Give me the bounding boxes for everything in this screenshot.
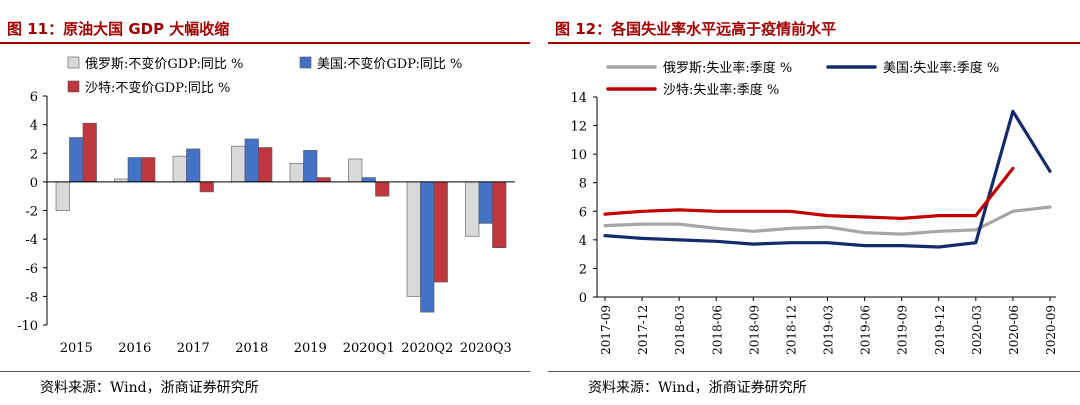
x-tick-label: 2019-06 xyxy=(859,305,873,355)
panel-unemployment-chart: 图 12：各国失业率水平远高于疫情前水平 14 12 10 8 6 4 2 0 2017-09 2… xyxy=(548,0,1080,405)
source-rule xyxy=(548,371,1080,372)
y-tick-label: 2 xyxy=(579,262,587,277)
legend-label: 美国:不变价GDP:同比 % xyxy=(317,56,462,72)
y-tick-label: 4 xyxy=(30,119,38,134)
y-tick-label: -10 xyxy=(17,319,38,334)
series-line-2 xyxy=(603,109,1052,249)
x-tick-label: 2017-12 xyxy=(636,305,650,355)
bar-1 xyxy=(348,158,363,183)
x-tick-label: 2017 xyxy=(177,341,210,356)
bar-2 xyxy=(303,150,318,183)
x-tick-label: 2020Q3 xyxy=(460,341,512,356)
bar-1 xyxy=(231,145,246,183)
x-tick-label: 2018-12 xyxy=(784,305,798,355)
y-tick-label: 10 xyxy=(570,148,587,163)
bar-3 xyxy=(199,181,214,193)
bar-3 xyxy=(492,181,507,249)
legend-swatch xyxy=(67,80,80,93)
x-tick-label: 2017-09 xyxy=(599,305,613,355)
x-tick-label: 2016 xyxy=(118,341,151,356)
y-tick-label: 2 xyxy=(30,147,38,162)
chart-title-unemployment: 图 12：各国失业率水平远高于疫情前水平 xyxy=(555,20,837,38)
bar-2 xyxy=(244,138,259,183)
y-tick-label: -4 xyxy=(25,233,38,248)
bar-1 xyxy=(172,155,187,183)
y-tick-label: -2 xyxy=(25,205,38,220)
x-tick-label: 2020-03 xyxy=(970,305,984,355)
y-tick-label: -6 xyxy=(25,262,38,277)
bar-2 xyxy=(420,181,435,313)
bar-3 xyxy=(375,181,390,197)
panel-gdp-chart: 图 11：原油大国 GDP 大幅收缩 6 4 2 0 -2 -4 -6 -8 -10 2015 20… xyxy=(0,0,530,405)
legend-label: 俄罗斯:失业率:季度 % xyxy=(663,60,792,76)
y-tick-label: 8 xyxy=(579,177,587,192)
legend-swatch xyxy=(299,56,312,69)
x-tick-label: 2018-06 xyxy=(710,305,724,355)
bar-3 xyxy=(433,181,448,283)
x-tick-label: 2018-09 xyxy=(747,305,761,355)
x-tick-label: 2020Q1 xyxy=(343,341,395,356)
series-line-1 xyxy=(603,205,1052,236)
x-tick-label: 2018 xyxy=(235,341,268,356)
unemployment-line-chart: 14 12 10 8 6 4 2 0 2017-09 2017-12 2018-03 2018-06 2… xyxy=(570,60,1058,355)
x-tick-label: 2019 xyxy=(294,341,327,356)
bar-2 xyxy=(478,181,493,224)
legend-label: 美国:失业率:季度 % xyxy=(883,60,999,76)
x-tick-label: 2020Q2 xyxy=(401,341,453,356)
y-tick-label: 12 xyxy=(570,120,587,135)
bar-3 xyxy=(316,177,331,183)
x-tick-label: 2019-03 xyxy=(822,305,836,355)
y-tick-label: 0 xyxy=(579,291,587,306)
y-tick-label: 14 xyxy=(570,91,587,106)
bar-1 xyxy=(465,181,480,237)
series-line-3 xyxy=(603,166,1015,220)
bar-3 xyxy=(141,157,156,183)
legend-label: 沙特:失业率:季度 % xyxy=(663,82,779,98)
bar-1 xyxy=(289,162,304,183)
bar-1 xyxy=(55,181,70,211)
y-tick-label: -8 xyxy=(25,290,38,305)
bar-2 xyxy=(361,177,376,183)
x-tick-label: 2019-09 xyxy=(896,305,910,355)
y-tick-label: 4 xyxy=(579,234,587,249)
x-tick-label: 2019-12 xyxy=(933,305,947,355)
legend-label: 沙特:不变价GDP:同比 % xyxy=(85,80,230,96)
legend-swatch xyxy=(67,56,80,69)
bar-2 xyxy=(69,137,84,183)
bar-3 xyxy=(258,147,273,183)
bar-3 xyxy=(82,122,97,183)
x-tick-label: 2020-09 xyxy=(1044,305,1058,355)
source-note: 资料来源：Wind，浙商证券研究所 xyxy=(40,380,259,396)
chart-title-gdp: 图 11：原油大国 GDP 大幅收缩 xyxy=(7,20,230,38)
source-rule xyxy=(0,371,530,372)
y-tick-label: 6 xyxy=(579,205,587,220)
bar-2 xyxy=(186,148,201,183)
bar-1 xyxy=(406,181,421,297)
y-tick-label: 6 xyxy=(30,90,38,105)
title-rule xyxy=(548,42,1080,44)
gdp-bar-chart: 6 4 2 0 -2 -4 -6 -8 -10 2015 2016 2017 2018 2019 2020Q… xyxy=(17,56,515,356)
bar-2 xyxy=(127,157,142,183)
legend-label: 俄罗斯:不变价GDP:同比 % xyxy=(85,56,243,72)
x-tick-label: 2015 xyxy=(60,341,93,356)
x-tick-label: 2020-06 xyxy=(1007,305,1021,355)
x-tick-label: 2018-03 xyxy=(673,305,687,355)
source-note: 资料来源：Wind，浙商证券研究所 xyxy=(588,380,807,396)
title-rule xyxy=(0,42,530,44)
y-tick-label: 0 xyxy=(30,176,38,191)
